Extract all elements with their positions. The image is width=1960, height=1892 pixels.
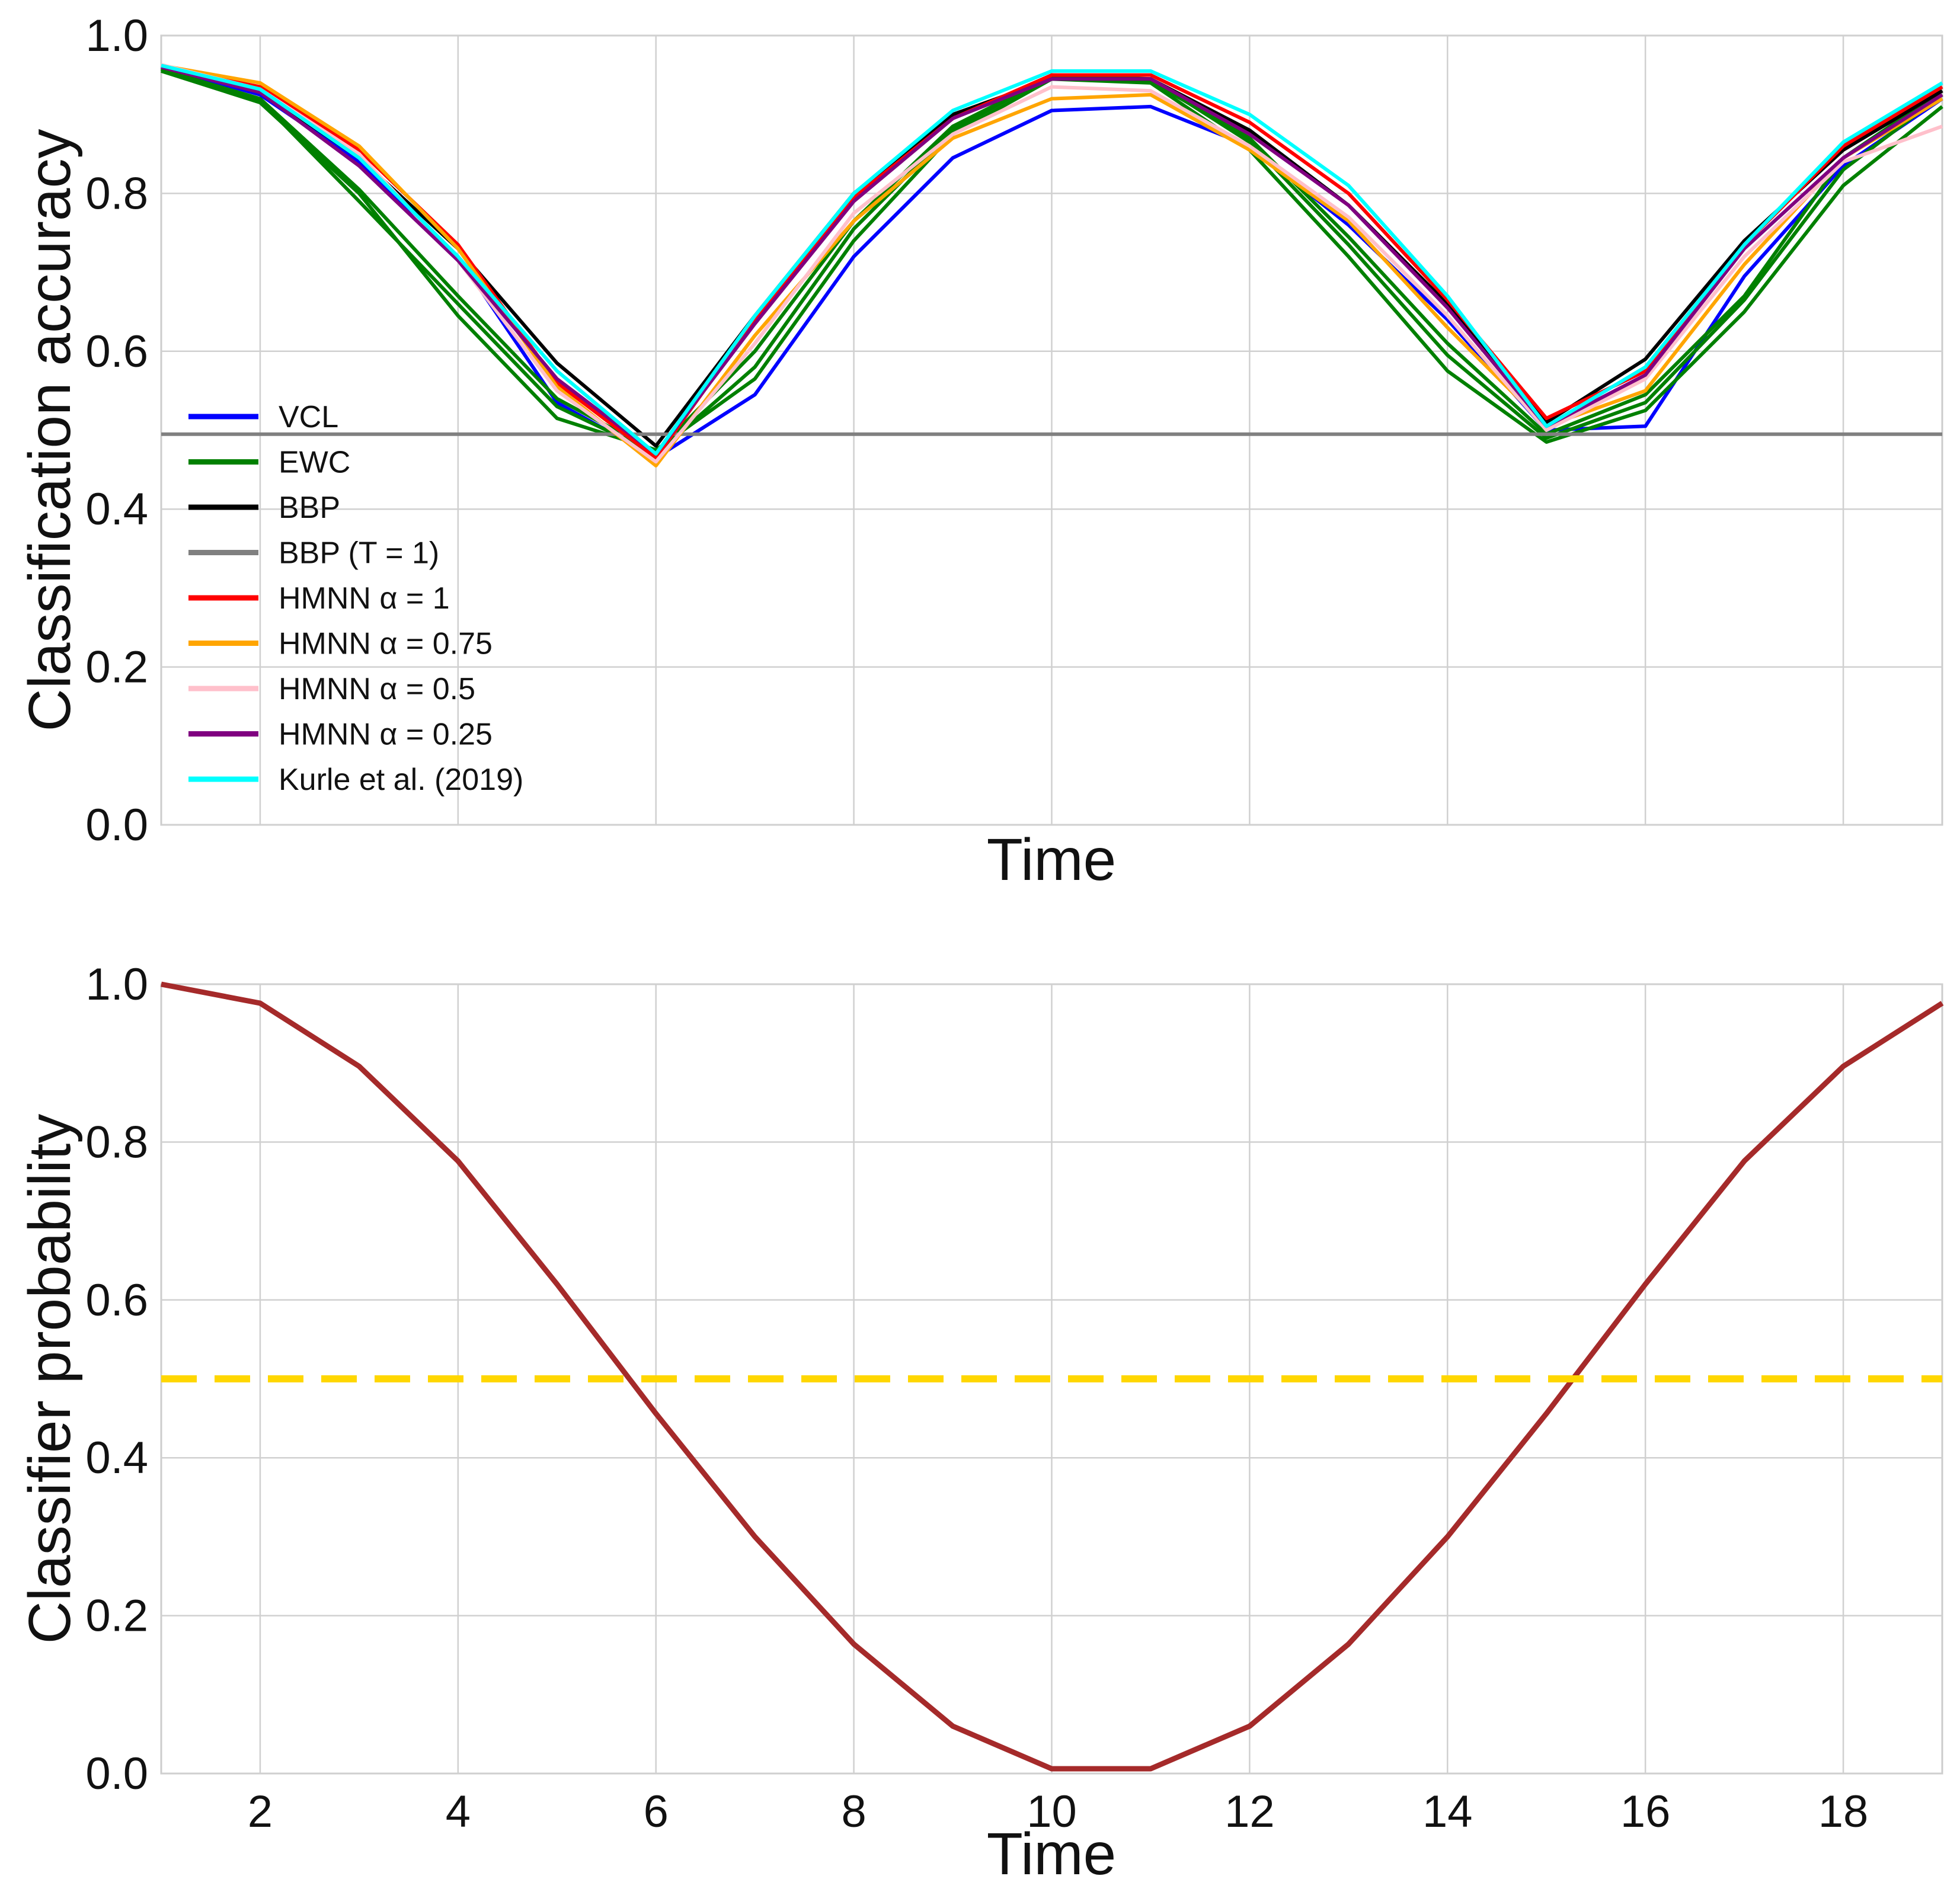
legend-label: HMNN α = 0.25	[279, 718, 493, 752]
y-tick-label: 1.0	[85, 11, 148, 61]
series-line-kurle-et-al-2019	[161, 63, 1943, 456]
x-tick-label: 6	[644, 1787, 669, 1837]
y-tick-label: 0.2	[85, 1591, 148, 1641]
y-tick-labels: 0.0 0.2 0.4 0.6 0.8 1.0	[85, 959, 148, 1799]
x-tick-label: 16	[1620, 1787, 1671, 1837]
x-tick-label: 14	[1422, 1787, 1473, 1837]
series-lines	[161, 981, 1944, 1772]
x-tick-label: 2	[248, 1787, 273, 1837]
y-tick-label: 0.8	[85, 168, 148, 219]
legend-label: BBP (T = 1)	[279, 536, 439, 571]
y-tick-label: 0.2	[85, 642, 148, 693]
accuracy-chart: 0.0 0.2 0.4 0.6 0.8 1.0 Time Classification a…	[17, 11, 1943, 893]
legend-label: BBP	[279, 491, 340, 525]
gridlines	[161, 983, 1942, 1775]
y-axis-title: Classification accuracy	[17, 129, 83, 731]
y-tick-label: 0.0	[85, 800, 148, 850]
x-tick-label: 12	[1224, 1787, 1275, 1837]
series-line-hmnn-alpha-0-25	[161, 65, 1943, 456]
x-tick-label: 10	[1027, 1787, 1077, 1837]
legend-label: HMNN α = 1	[279, 581, 450, 616]
legend-label: Kurle et al. (2019)	[279, 763, 523, 797]
y-tick-label: 0.6	[85, 326, 148, 377]
y-tick-label: 0.0	[85, 1749, 148, 1799]
x-axis-title: Time	[987, 1821, 1117, 1887]
series-line-hmnn-alpha-0-75	[161, 63, 1943, 468]
x-tick-label: 8	[841, 1787, 866, 1837]
legend-label: HMNN α = 0.75	[279, 627, 493, 661]
x-axis-title: Time	[987, 827, 1117, 893]
legend-label: HMNN α = 0.5	[279, 672, 475, 706]
x-tick-label: 4	[446, 1787, 471, 1837]
y-tick-label: 0.8	[85, 1117, 148, 1167]
legend-label: VCL	[279, 400, 338, 434]
y-axis-title: Classifier probability	[17, 1114, 83, 1644]
series-line-classifier-probability	[161, 981, 1944, 1772]
probability-chart: 0.0 0.2 0.4 0.6 0.8 1.0 2 4 6 8 10 12 14 16 18 Time C…	[17, 959, 1944, 1887]
y-tick-label: 0.6	[85, 1275, 148, 1326]
gridlines	[161, 34, 1942, 826]
x-tick-label: 18	[1818, 1787, 1869, 1837]
y-tick-label: 0.4	[85, 1433, 148, 1483]
legend: VCL EWC BBP BBP (T = 1) HMNN α = 1 HMNN α = 0…	[188, 400, 523, 797]
y-tick-label: 0.4	[85, 484, 148, 534]
y-tick-label: 1.0	[85, 959, 148, 1010]
x-tick-labels: 2 4 6 8 10 12 14 16 18	[248, 1787, 1869, 1837]
series-lines	[161, 63, 1943, 468]
series-line-hmnn-alpha-1	[161, 65, 1943, 460]
y-tick-labels: 0.0 0.2 0.4 0.6 0.8 1.0	[85, 11, 148, 850]
legend-label: EWC	[279, 446, 350, 480]
